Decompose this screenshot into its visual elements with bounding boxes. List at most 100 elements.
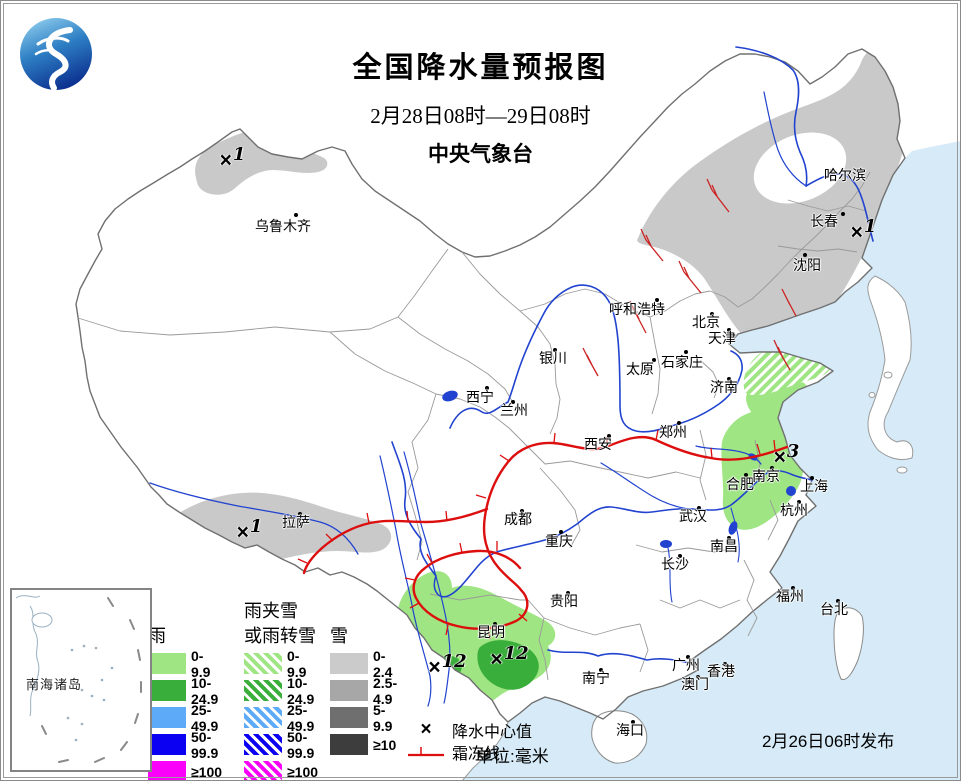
city-dot [607, 434, 611, 438]
city-label: 重庆 [545, 533, 573, 549]
city-dot [652, 358, 656, 362]
city-label: 石家庄 [661, 354, 703, 370]
legend-column: 雪 0-2.4 2.5-4.9 5-9.9 ≥10 [330, 586, 397, 758]
korea-peninsula [867, 275, 914, 461]
precip-center-marker: ×1 [236, 516, 263, 544]
city-label: 杭州 [780, 502, 808, 518]
legend-column: 雨 0-9.9 10-24.9 25-49.9 50-99.9 ≥100 [148, 586, 222, 781]
south-china-sea-inset: 南海诸岛 [10, 588, 152, 772]
city-dot [841, 212, 845, 216]
legend-row: 25-49.9 [148, 701, 222, 734]
vietnam-coast [461, 721, 509, 781]
legend-range-label: 10-24.9 [191, 674, 219, 707]
city-label: 南宁 [582, 670, 610, 686]
province-borders [77, 171, 871, 681]
snow-area-north-xinjiang [195, 129, 328, 195]
city-dot [566, 591, 570, 595]
city-dot [727, 328, 731, 332]
legend-swatch [244, 761, 282, 781]
city-dot [810, 476, 814, 480]
legend-range-label: ≥100 [287, 763, 319, 780]
precip-center-marker: ×12 [428, 651, 467, 679]
legend-row: 5-9.9 [330, 702, 397, 734]
legend-range-label: 50-99.9 [287, 728, 315, 761]
city-dot [684, 350, 688, 354]
city-dot [553, 348, 557, 352]
city-label: 武汉 [679, 508, 707, 524]
city-label: 南昌 [710, 538, 738, 554]
city-dot [677, 421, 681, 425]
rivers [149, 46, 874, 707]
city-label: 台北 [820, 601, 848, 617]
city-dot [294, 213, 298, 217]
legend-row: 25-49.9 [244, 701, 318, 734]
legend-range-label: 50-99.9 [191, 728, 219, 761]
legend-row: 0-2.4 [330, 647, 397, 680]
legend-swatch [148, 734, 186, 755]
city-label: 合肥 [726, 476, 754, 492]
city-label: 郑州 [659, 424, 687, 440]
taiwan-island [833, 607, 864, 681]
city-label: 拉萨 [282, 514, 310, 530]
city-dot [836, 599, 840, 603]
inset-map-graphic [15, 595, 142, 763]
china-border [75, 48, 906, 723]
city-dot [696, 675, 700, 679]
city-dot [727, 377, 731, 381]
precip-center-marker: ×12 [490, 643, 529, 671]
legend-swatch [148, 680, 186, 701]
city-dot [678, 554, 682, 558]
city-label: 西宁 [466, 389, 494, 405]
wind-barbs [582, 178, 797, 377]
city-dot [830, 169, 834, 173]
lakes [442, 390, 796, 548]
legend-row: ≥100 [244, 758, 318, 781]
city-label: 西安 [584, 436, 612, 452]
legend-row: ≥10 [330, 731, 397, 758]
city-label: 贵阳 [550, 593, 578, 609]
city-dot [803, 253, 807, 257]
city-dot [723, 662, 727, 666]
city-dot [686, 655, 690, 659]
frost-line-ticks [297, 429, 776, 640]
city-dot [744, 473, 748, 477]
city-label: 银川 [539, 350, 567, 366]
frost-line-icon [408, 747, 444, 757]
frost-line-label: 霜冻线 [452, 746, 501, 763]
legend-swatch [330, 707, 368, 728]
city-dot [485, 386, 489, 390]
legend-row: 0-9.9 [244, 648, 318, 680]
city-label: 福州 [776, 588, 804, 604]
legend-swatch [148, 707, 186, 728]
frost-line [302, 435, 789, 630]
city-dot [559, 530, 563, 534]
legend-row: 50-99.9 [148, 728, 222, 761]
city-dot [727, 536, 731, 540]
precip-center-marker: ×1 [219, 144, 246, 172]
precip-center-marker: ×3 [773, 441, 800, 469]
legend-swatch [244, 680, 282, 701]
legend-range-label: 25-49.9 [287, 701, 315, 734]
city-label: 南京 [752, 468, 780, 484]
rain-area-yunnan [396, 571, 556, 717]
city-dot [631, 720, 635, 724]
legend-swatch [244, 653, 282, 674]
legend-range-label: 2.5-4.9 [373, 674, 398, 707]
city-dot [797, 500, 801, 504]
city-label: 澳门 [681, 676, 709, 692]
city-label: 海口 [616, 722, 644, 738]
city-label: 兰州 [500, 402, 528, 418]
legend-range-label: 25-49.9 [191, 701, 219, 734]
legend-row: 10-24.9 [148, 674, 222, 707]
city-dot [791, 586, 795, 590]
city-label: 香港 [707, 663, 735, 679]
legend-range-label: 0-9.9 [191, 647, 211, 680]
inset-label: 南海诸岛 [26, 677, 83, 692]
city-dot [599, 668, 603, 672]
legend-swatch [330, 680, 368, 701]
city-label: 北京 [692, 314, 720, 330]
legend-range-label: 0-2.4 [373, 647, 393, 680]
legend-swatch [330, 653, 368, 674]
